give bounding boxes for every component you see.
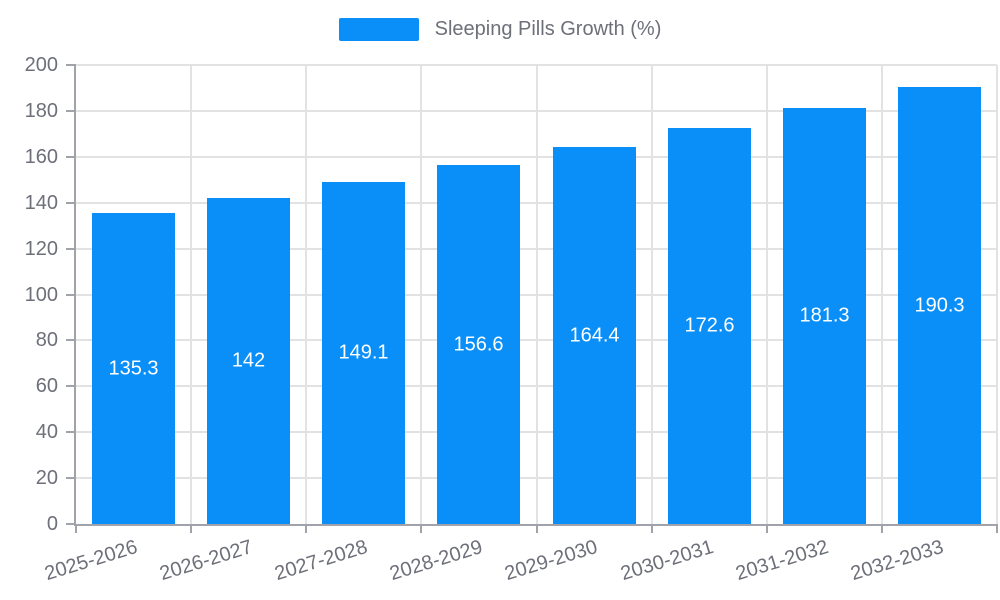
y-tick-label: 40: [35, 421, 58, 444]
x-tick-label: 2029-2030: [502, 536, 601, 586]
x-axis-tick: [75, 524, 77, 533]
y-tick-label: 180: [24, 99, 58, 122]
x-tick-label: 2032-2033: [847, 536, 946, 586]
bar: 149.1: [322, 182, 405, 524]
x-axis-tick: [880, 524, 883, 533]
bar-value-label: 156.6: [453, 333, 504, 355]
x-axis-tick: [996, 524, 998, 533]
y-tick-label: 0: [46, 513, 58, 535]
x-tick-label: 2027-2028: [272, 536, 371, 586]
x-axis-tick: [765, 524, 768, 533]
y-tick-label: 60: [35, 375, 58, 398]
bar-value-label: 164.4: [569, 324, 620, 346]
x-axis-tick: [190, 524, 193, 533]
y-tick-label: 140: [24, 191, 58, 214]
y-axis-tick: [66, 385, 76, 388]
gridline-v: [996, 65, 998, 524]
plot-area: 0 20 40 60 80 100 120 140 160 180 200 135.3 142 149.1…: [25, 54, 998, 585]
bar: 172.6: [668, 128, 751, 524]
y-axis-tick: [66, 523, 76, 525]
x-tick-label: 2031-2032: [732, 536, 831, 586]
y-tick-label: 80: [35, 329, 58, 352]
gridline-v: [880, 65, 883, 524]
gridline-v: [650, 65, 653, 524]
y-axis-tick: [66, 109, 76, 112]
y-axis-tick: [66, 155, 76, 158]
y-axis-tick: [66, 247, 76, 250]
gridline-v: [305, 65, 308, 524]
y-axis-tick: [66, 201, 76, 204]
y-axis-tick: [66, 339, 76, 342]
bar-value-label: 135.3: [108, 357, 159, 379]
y-axis-tick: [66, 477, 76, 480]
gridline-v: [190, 65, 193, 524]
bar: 142: [207, 198, 290, 524]
legend[interactable]: Sleeping Pills Growth (%): [0, 16, 1000, 42]
bar: 181.3: [783, 108, 866, 524]
gridline-v: [765, 65, 768, 524]
x-tick-label: 2030-2031: [617, 536, 716, 586]
bar: 135.3: [92, 213, 175, 524]
x-axis-tick: [535, 524, 538, 533]
bar-value-label: 181.3: [799, 304, 850, 327]
x-axis-tick: [305, 524, 308, 533]
y-tick-label: 120: [24, 237, 58, 260]
legend-label: Sleeping Pills Growth (%): [434, 18, 662, 40]
x-tick-label: 2025-2026: [42, 536, 140, 586]
legend-swatch: [338, 17, 419, 41]
x-axis-tick: [650, 524, 653, 533]
bar: 164.4: [553, 147, 636, 524]
y-tick-label: 20: [35, 467, 58, 490]
y-axis-tick: [66, 64, 76, 66]
bar-value-label: 149.1: [338, 341, 389, 364]
gridline-v: [535, 65, 538, 524]
x-axis-tick: [420, 524, 423, 533]
gridline-v: [420, 65, 423, 524]
bar-value-label: 172.6: [684, 314, 735, 337]
y-axis-tick: [66, 431, 76, 434]
y-axis-tick: [66, 293, 76, 296]
y-tick-label: 160: [24, 145, 58, 168]
bar-value-label: 190.3: [914, 294, 965, 316]
bar: 190.3: [898, 87, 981, 524]
y-tick-label: 200: [24, 54, 58, 76]
x-tick-label: 2026-2027: [157, 536, 256, 586]
x-tick-label: 2028-2029: [387, 536, 486, 586]
bar: 156.6: [437, 165, 520, 524]
y-tick-label: 100: [24, 283, 58, 306]
bar-value-label: 142: [231, 349, 266, 372]
